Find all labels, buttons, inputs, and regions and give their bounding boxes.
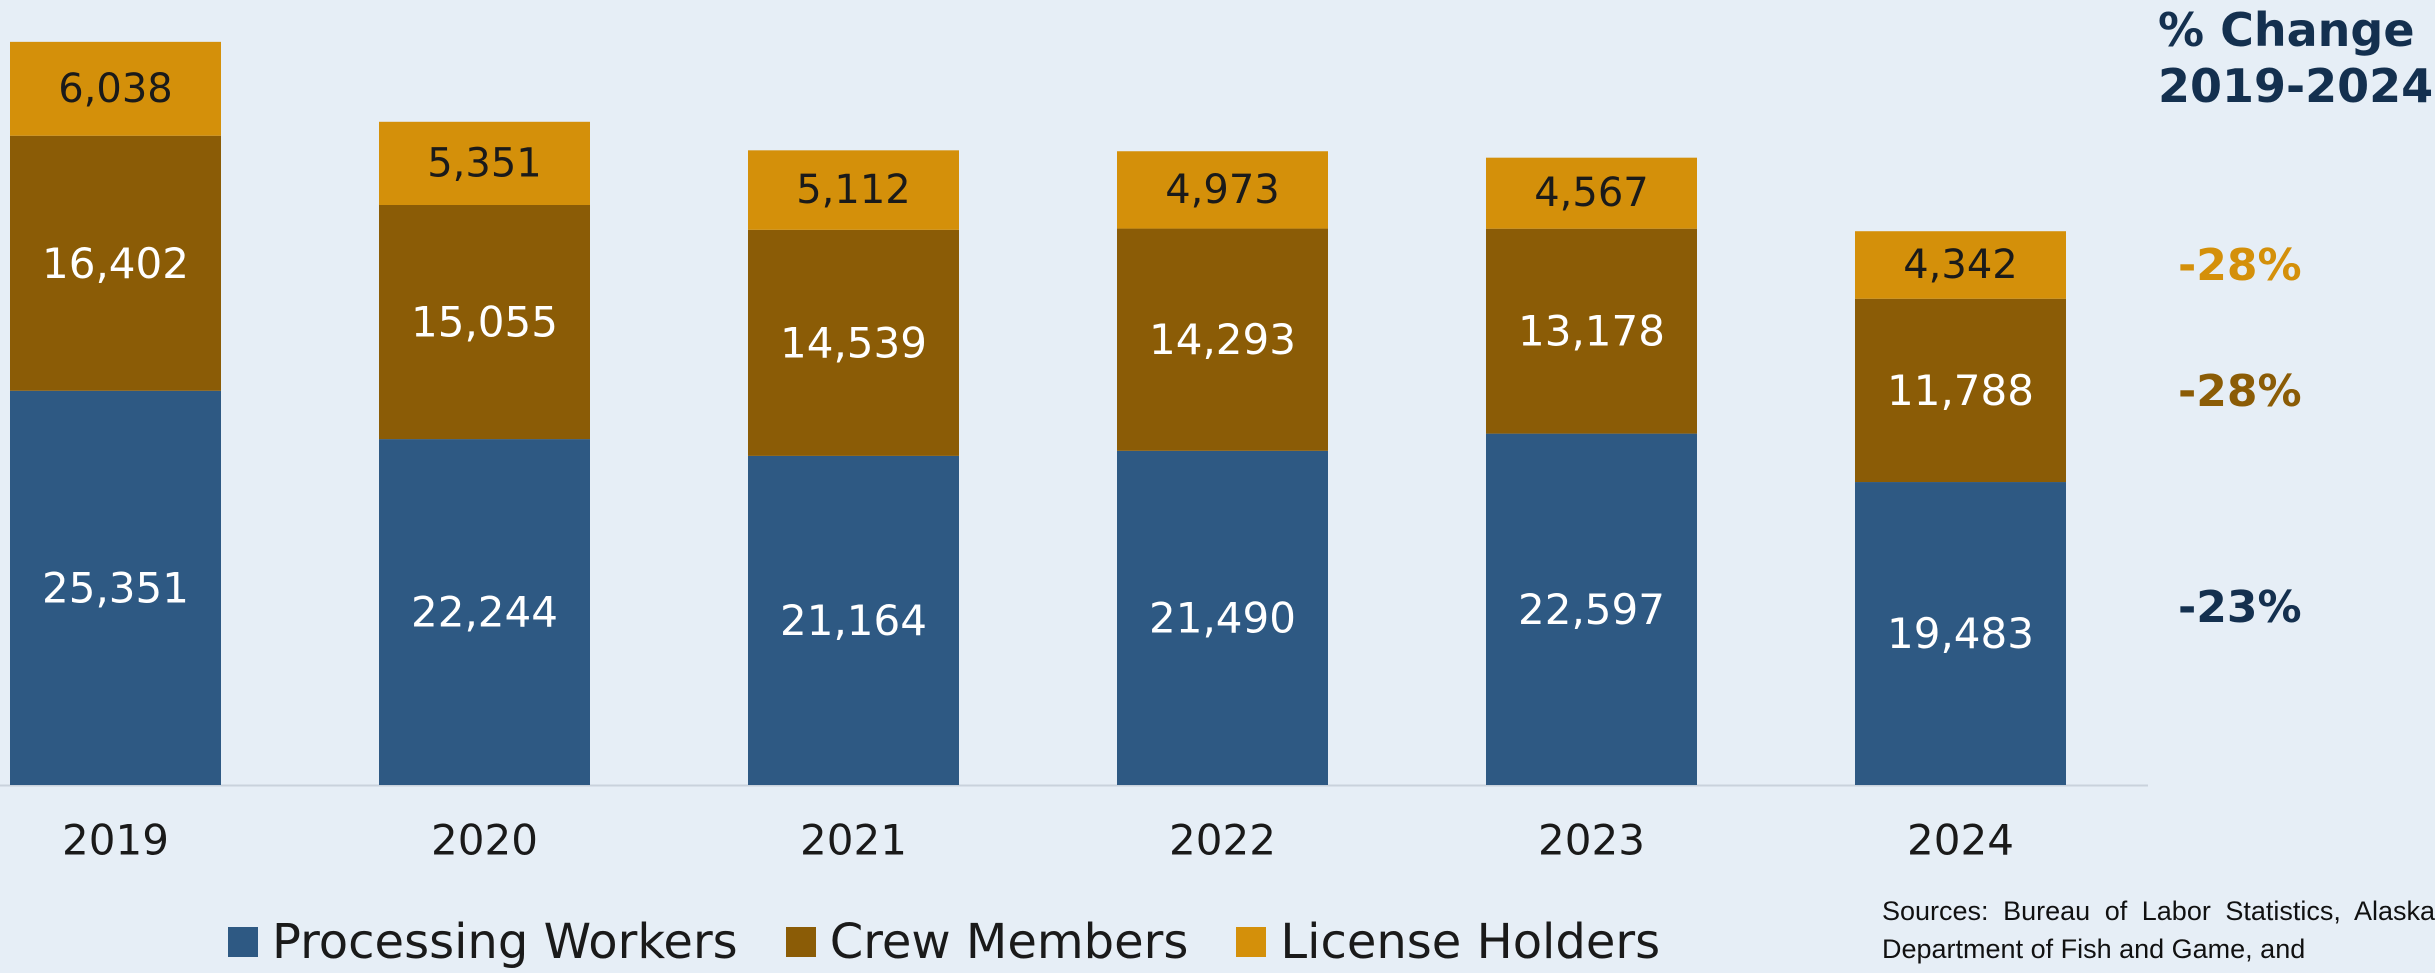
data-label-license-holders-2022: 4,973	[1165, 167, 1280, 213]
data-label-license-holders-2024: 4,342	[1903, 242, 2018, 288]
data-label-crew-members-2019: 16,402	[42, 239, 189, 288]
data-label-crew-members-2023: 13,178	[1518, 307, 1665, 356]
bar-processing-workers-2020	[379, 439, 590, 785]
data-label-crew-members-2021: 14,539	[780, 318, 927, 367]
legend-label-crew-members: Crew Members	[829, 914, 1189, 970]
data-label-license-holders-2020: 5,351	[427, 140, 542, 186]
x-tick-label-2022: 2022	[1169, 816, 1276, 865]
data-label-license-holders-2021: 5,112	[796, 167, 911, 213]
bar-processing-workers-2022	[1117, 450, 1328, 785]
percent-change-title: % Change 2019-2024	[2158, 2, 2434, 114]
legend-item-processing-workers: Processing Workers	[228, 914, 738, 970]
bar-processing-workers-2023	[1486, 433, 1697, 785]
bar-crew-members-2023	[1486, 228, 1697, 434]
x-tick-label-2024: 2024	[1907, 816, 2014, 865]
percent-change-license-holders: -28%	[2178, 240, 2302, 291]
bar-crew-members-2020	[379, 205, 590, 440]
bar-license-holders-2019	[10, 41, 221, 136]
data-label-processing-workers-2019: 25,351	[42, 563, 189, 612]
percent-change-title-line2: 2019-2024	[2158, 59, 2434, 113]
data-label-processing-workers-2020: 22,244	[411, 588, 558, 637]
bar-crew-members-2024	[1855, 298, 2066, 483]
bar-crew-members-2019	[10, 135, 221, 391]
percent-change-processing-workers: -23%	[2178, 582, 2302, 633]
bar-license-holders-2021	[748, 150, 959, 230]
x-tick-label-2023: 2023	[1538, 816, 1645, 865]
bar-processing-workers-2019	[10, 390, 221, 785]
bar-crew-members-2022	[1117, 228, 1328, 451]
data-label-processing-workers-2021: 21,164	[780, 596, 927, 645]
legend-swatch-processing-workers	[228, 927, 258, 957]
bar-crew-members-2021	[748, 229, 959, 456]
legend-swatch-license-holders	[1236, 927, 1267, 957]
bar-processing-workers-2021	[748, 455, 959, 785]
bar-license-holders-2023	[1486, 157, 1697, 229]
data-label-crew-members-2024: 11,788	[1887, 366, 2034, 415]
legend: Processing Workers Crew Members License …	[228, 914, 1708, 970]
x-tick-label-2019: 2019	[62, 816, 169, 865]
bar-license-holders-2022	[1117, 151, 1328, 229]
data-label-processing-workers-2023: 22,597	[1518, 585, 1665, 634]
bar-license-holders-2024	[1855, 231, 2066, 299]
percent-change-title-line1: % Change	[2158, 3, 2415, 57]
sources-note: Sources: Bureau of Labor Statistics, Ala…	[1882, 896, 2435, 964]
bar-license-holders-2020	[379, 121, 590, 206]
x-tick-label-2020: 2020	[431, 816, 538, 865]
data-label-crew-members-2022: 14,293	[1149, 315, 1296, 364]
data-label-processing-workers-2022: 21,490	[1149, 593, 1296, 642]
percent-change-crew-members: -28%	[2178, 366, 2302, 417]
data-label-crew-members-2020: 15,055	[411, 298, 558, 347]
legend-label-license-holders: License Holders	[1280, 914, 1661, 970]
bar-processing-workers-2024	[1855, 482, 2066, 785]
legend-label-processing-workers: Processing Workers	[272, 914, 738, 970]
data-label-license-holders-2023: 4,567	[1534, 170, 1649, 216]
legend-item-license-holders: License Holders	[1236, 914, 1660, 970]
legend-item-crew-members: Crew Members	[785, 914, 1189, 970]
data-label-processing-workers-2024: 19,483	[1887, 609, 2034, 658]
data-label-license-holders-2019: 6,038	[58, 66, 173, 112]
x-tick-label-2021: 2021	[800, 816, 907, 865]
legend-swatch-crew-members	[785, 927, 816, 957]
